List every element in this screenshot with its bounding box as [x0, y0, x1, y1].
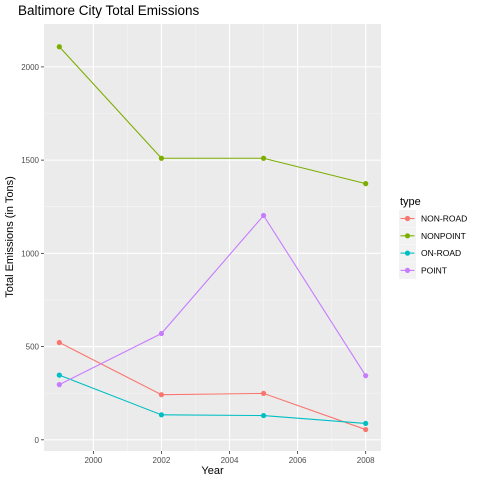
data-point-nonpoint [56, 44, 62, 50]
data-point-non-road [363, 426, 369, 433]
data-point-point [56, 382, 62, 388]
data-point-non-road [158, 392, 165, 398]
data-point-on-road [158, 412, 165, 418]
data-point-point [260, 212, 267, 219]
data-point-nonpoint [260, 155, 267, 161]
y-axis-title: Total Emissions (in Tons) [4, 176, 16, 297]
data-point-nonpoint [158, 155, 165, 161]
x-tick-label: 2002 [153, 456, 171, 465]
legend-label-point: POINT [421, 265, 447, 275]
legend-title: type [400, 196, 421, 208]
data-point-non-road [56, 339, 62, 346]
legend-marker-on-road [404, 250, 411, 256]
x-tick-label: 2004 [221, 456, 239, 465]
series-line-point [59, 214, 367, 386]
legend-marker-non-road [404, 215, 411, 222]
legend-label-nonpoint: NONPOINT [421, 231, 466, 241]
y-tick-label: 1500 [21, 156, 39, 165]
x-tick-label: 2006 [289, 456, 307, 465]
legend-label-on-road: ON-ROAD [421, 248, 461, 258]
data-point-on-road [56, 372, 62, 378]
x-axis: 2000 2002 2004 2006 2008 [84, 451, 375, 465]
y-axis: 0 500 1000 1500 2000 [21, 63, 44, 445]
x-tick-label: 2008 [357, 456, 375, 465]
y-tick-label: 0 [35, 436, 40, 445]
x-axis-title: Year [201, 465, 224, 477]
data-point-on-road [363, 420, 369, 427]
y-tick-label: 500 [26, 343, 40, 352]
series-points [56, 44, 369, 433]
data-point-point [363, 373, 369, 379]
legend: type NON-ROAD NONPOINT ON-ROAD POINT [399, 196, 467, 279]
series-line-nonpoint [58, 46, 366, 185]
x-tick-label: 2000 [84, 456, 102, 465]
y-tick-label: 2000 [21, 63, 39, 72]
data-point-non-road [260, 390, 267, 396]
legend-marker-point [404, 267, 411, 273]
data-point-nonpoint [363, 181, 369, 187]
series-line-on-road [59, 374, 366, 424]
major-gridlines [44, 24, 381, 451]
data-point-point [158, 330, 165, 337]
legend-marker-nonpoint [404, 233, 411, 239]
minor-gridlines [44, 24, 381, 451]
legend-label-non-road: NON-ROAD [421, 214, 467, 224]
y-tick-label: 1000 [21, 249, 39, 258]
plot-panel [44, 24, 381, 451]
series-lines [58, 46, 367, 431]
series-line-non-road [59, 341, 366, 431]
chart-title: Baltimore City Total Emissions [18, 3, 200, 18]
data-point-on-road [260, 412, 267, 419]
